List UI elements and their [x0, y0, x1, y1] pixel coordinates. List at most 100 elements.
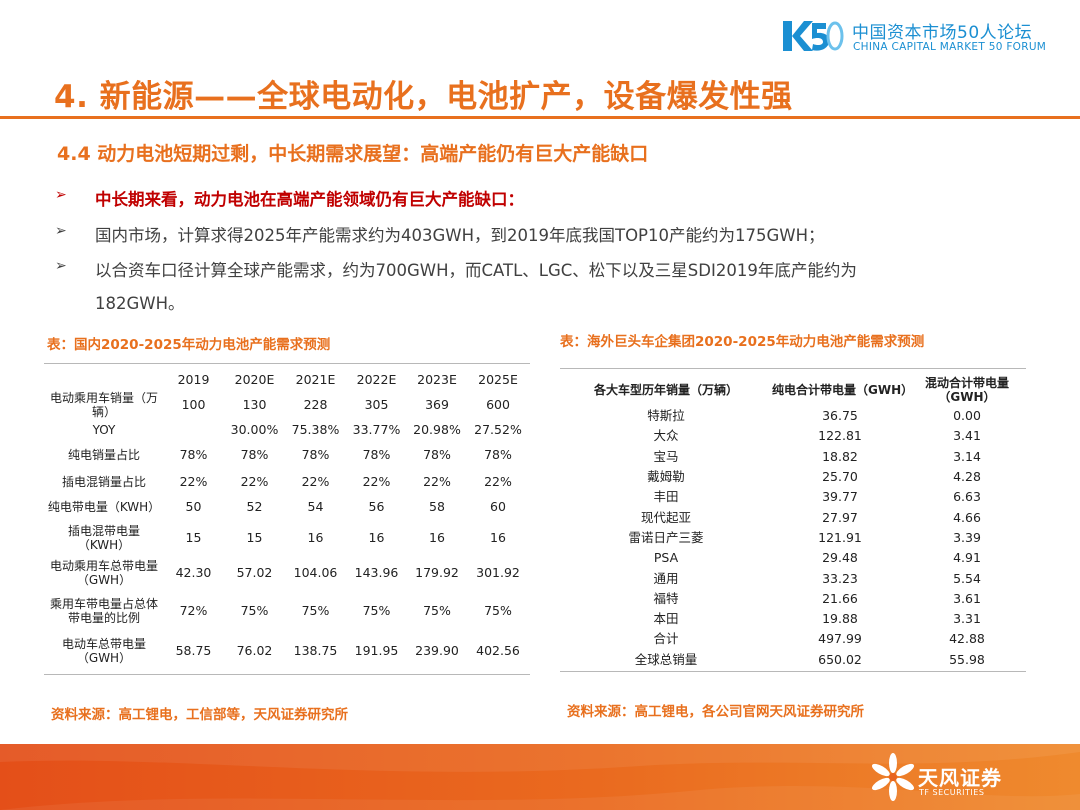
arrow-bullet-icon: ➢	[55, 187, 67, 203]
table-cell: 301.92	[476, 565, 520, 580]
table-cell: 305	[364, 397, 389, 412]
row-label: 戴姆勒	[647, 469, 685, 485]
table-cell: 228	[303, 397, 328, 412]
table-cell: 29.48	[822, 550, 858, 566]
table-row: 插电混销量占比 22% 22% 22% 22% 22% 22%	[44, 469, 530, 494]
table-cell: 19.88	[822, 611, 858, 627]
table-row: 合计 497.99 42.88	[560, 629, 1026, 649]
forum-logo: 中国资本市场50人论坛 CHINA CAPITAL MARKET 50 FORU…	[782, 16, 1054, 56]
header-cell: 2022E	[356, 372, 397, 387]
table-row: 乘用车带电量占总体带电量的比例 72% 75% 75% 75% 75% 75%	[44, 589, 530, 633]
table-cell: 78%	[484, 447, 512, 462]
table-cell: 75%	[423, 603, 451, 618]
right-table-source: 资料来源：高工锂电，各公司官网天风证券研究所	[567, 704, 864, 720]
table-cell: 15	[246, 530, 263, 545]
table-cell: 3.39	[953, 529, 981, 545]
table-row: 纯电销量占比 78% 78% 78% 78% 78% 78%	[44, 441, 530, 469]
header-cell: 2021E	[295, 372, 336, 387]
table-row: 本田 19.88 3.31	[560, 609, 1026, 629]
tf-securities-name-en: TF SECURITIES	[919, 788, 985, 797]
table-row: 全球总销量 650.02 55.98	[560, 650, 1026, 670]
bullet-text: 国内市场，计算求得2025年产能需求约为403GWH，到2019年底我国TOP1…	[95, 226, 825, 245]
table-cell: 42.88	[949, 631, 985, 647]
table-cell: 75%	[301, 603, 330, 618]
table-cell: 18.82	[822, 448, 858, 464]
table-cell: 76.02	[236, 643, 273, 658]
row-label: 纯电销量占比	[67, 448, 140, 462]
table-row: 纯电带电量（KWH） 50 52 54 56 58 60	[44, 494, 530, 519]
table-row: 戴姆勒 25.70 4.28	[560, 467, 1026, 487]
table-cell: 27.97	[822, 509, 858, 525]
header-cell: 2020E	[234, 372, 275, 387]
row-label: YOY	[92, 423, 116, 437]
row-label: 纯电带电量（KWH）	[47, 499, 161, 514]
header-cell: 2025E	[478, 372, 518, 387]
table-cell: 121.91	[818, 529, 862, 545]
table-cell: 143.96	[354, 565, 399, 580]
table-cell: 78%	[301, 447, 330, 462]
row-label: 全球总销量	[634, 651, 698, 667]
arrow-bullet-icon: ➢	[55, 258, 67, 274]
right-table-bottom-rule	[560, 671, 1026, 672]
table-cell: 20.98%	[413, 422, 461, 437]
table-cell: 22%	[423, 473, 451, 489]
table-row: 电动乘用车销量（万辆） 100 130 228 305 369 600	[44, 391, 530, 419]
overseas-demand-table: 各大车型历年销量（万辆） 纯电合计带电量（GWH） 混动合计带电量（GWH） 特…	[560, 373, 1026, 670]
table-row: 丰田 39.77 6.63	[560, 487, 1026, 507]
table-cell	[164, 419, 223, 441]
row-label: 本田	[653, 611, 679, 627]
table-cell: 0.00	[953, 408, 981, 424]
table-cell: 22%	[179, 473, 208, 489]
table-cell: 72%	[179, 603, 208, 618]
row-label: 合计	[653, 631, 679, 647]
table-cell: 25.70	[822, 469, 858, 485]
table-row: 大众 122.81 3.41	[560, 426, 1026, 446]
table-cell: 58	[429, 498, 445, 514]
header-cell: 纯电合计带电量（GWH）	[772, 382, 914, 397]
row-label: 电动乘用车总带电量（GWH）	[49, 559, 158, 587]
table-row: 福特 21.66 3.61	[560, 589, 1026, 609]
table-cell: 6.63	[953, 489, 981, 505]
header-cell: 各大车型历年销量（万辆）	[593, 382, 738, 397]
row-label: 丰田	[653, 489, 679, 505]
row-label: 大众	[653, 428, 679, 444]
table-cell: 75%	[484, 603, 512, 618]
table-cell: 16	[429, 530, 445, 545]
left-table-caption: 表：国内2020-2025年动力电池产能需求预测	[47, 337, 331, 353]
header-cell: 2023E	[417, 372, 457, 387]
table-row: 通用 33.23 5.54	[560, 568, 1026, 588]
table-cell: 15	[185, 530, 202, 545]
table-cell: 75%	[240, 603, 269, 618]
table-cell: 5.54	[953, 570, 981, 586]
bullet-text: 以合资车口径计算全球产能需求，约为700GWH，而CATL、LGC、松下以及三星…	[95, 261, 857, 280]
table-row: 现代起亚 27.97 4.66	[560, 507, 1026, 527]
bullet-text-continuation: 182GWH。	[95, 294, 185, 313]
table-cell: 600	[486, 397, 510, 412]
table-cell: 78%	[362, 447, 391, 462]
table-cell: 369	[425, 397, 449, 412]
header-cell	[44, 369, 164, 391]
domestic-demand-table: 2019 2020E 2021E 2022E 2023E 2025E 电动乘用车…	[44, 369, 530, 669]
table-row: 电动车总带电量（GWH） 58.75 76.02 138.75 191.95 2…	[44, 633, 530, 669]
table-cell: 122.81	[818, 428, 862, 444]
table-header-row: 各大车型历年销量（万辆） 纯电合计带电量（GWH） 混动合计带电量（GWH）	[560, 373, 1026, 406]
table-row: 雷诺日产三菱 121.91 3.39	[560, 528, 1026, 548]
table-cell: 22%	[484, 473, 512, 489]
table-cell: 22%	[362, 473, 391, 489]
table-cell: 57.02	[236, 565, 273, 580]
table-cell: 4.28	[953, 469, 981, 485]
tf-flower-icon	[872, 753, 914, 801]
table-row: 插电混带电量（KWH） 15 15 16 16 16 16	[44, 519, 530, 557]
table-cell: 104.06	[293, 565, 338, 580]
table-cell: 54	[307, 498, 324, 514]
table-cell: 39.77	[822, 489, 858, 505]
page-title: 4. 新能源——全球电动化，电池扩产，设备爆发性强	[54, 79, 793, 115]
left-table-bottom-rule	[44, 674, 530, 675]
row-label: 插电混销量占比	[61, 474, 146, 489]
table-cell: 239.90	[415, 643, 459, 658]
table-cell: 16	[490, 530, 506, 545]
table-cell: 3.31	[953, 611, 981, 627]
table-cell: 56	[368, 498, 385, 514]
table-row: YOY 30.00% 75.38% 33.77% 20.98% 27.52%	[44, 419, 530, 441]
table-cell: 130	[242, 397, 267, 412]
